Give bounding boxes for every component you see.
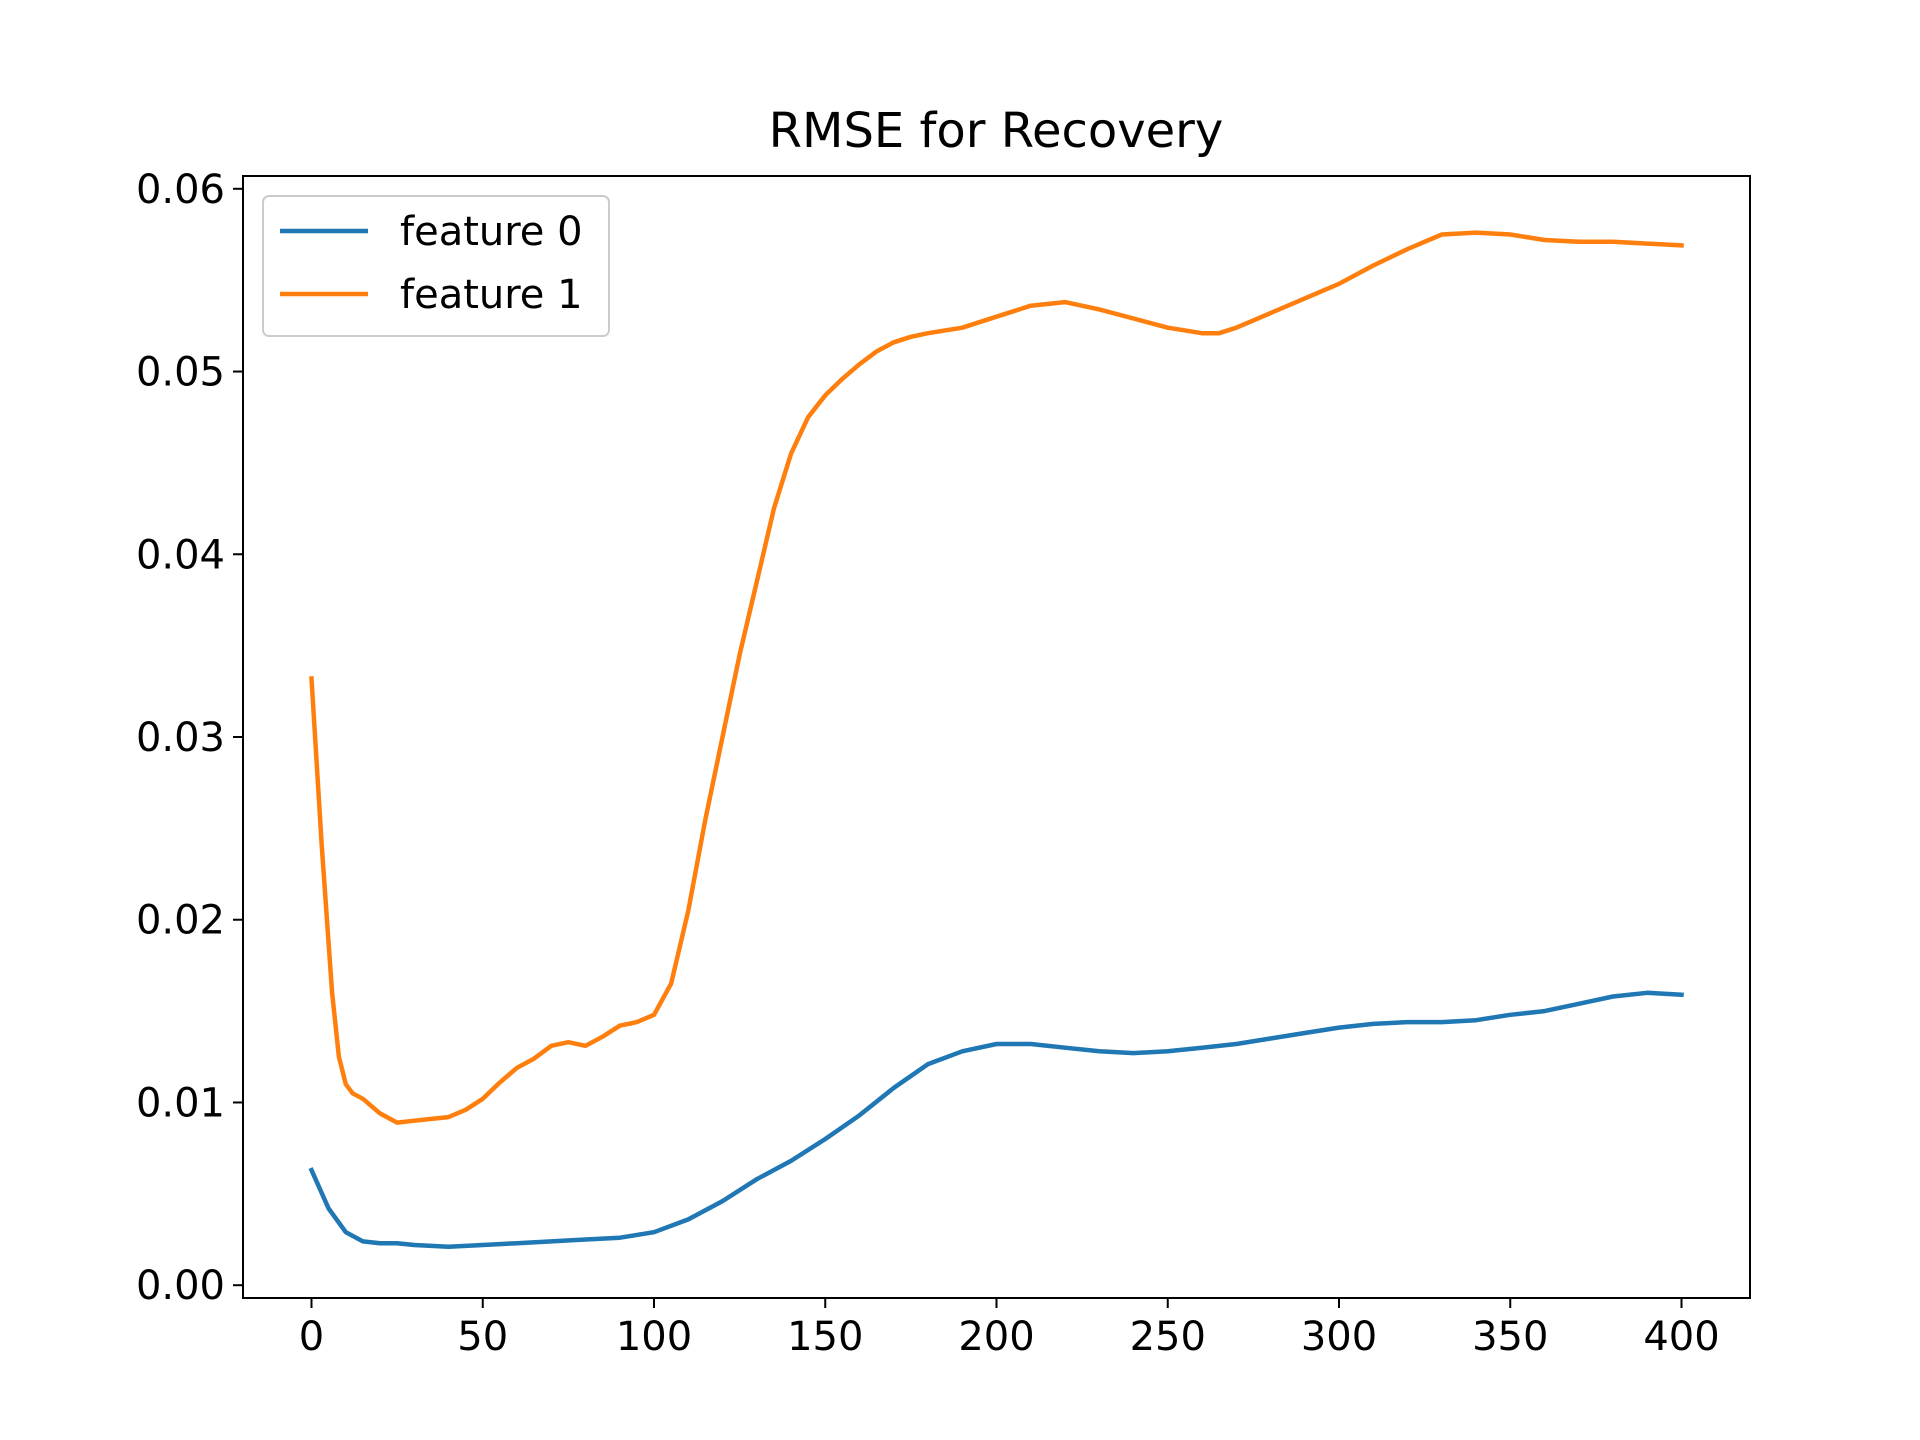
x-tick-label: 0 (299, 1314, 324, 1360)
x-tick-label: 50 (457, 1314, 508, 1360)
x-tick-label: 150 (787, 1314, 863, 1360)
series-line-feature-1 (309, 230, 1684, 1125)
x-tick-label: 400 (1643, 1314, 1719, 1360)
axes-layer: 0 50 100 150 200 250 300 350 400 0.00 0.01 0.02 0.03… (136, 167, 1751, 1360)
series-layer (308, 230, 1684, 1250)
chart-title: RMSE for Recovery (769, 103, 1224, 159)
plot-area (243, 176, 1750, 1298)
y-tick-label: 0.00 (136, 1263, 225, 1309)
x-tick-label: 200 (958, 1314, 1034, 1360)
y-tick-label: 0.06 (136, 167, 225, 213)
x-tick-label: 350 (1472, 1314, 1548, 1360)
y-tick-label: 0.03 (136, 715, 225, 761)
y-tick-label: 0.04 (136, 532, 225, 578)
legend-label: feature 1 (400, 272, 583, 318)
legend: feature 0 feature 1 (262, 195, 610, 337)
series-line-feature-0 (308, 990, 1684, 1250)
x-tick-label: 100 (616, 1314, 692, 1360)
y-tick-label: 0.01 (136, 1080, 225, 1126)
y-tick-label: 0.02 (136, 898, 225, 944)
x-tick-label: 300 (1301, 1314, 1377, 1360)
x-tick-label: 250 (1130, 1314, 1206, 1360)
legend-label: feature 0 (400, 209, 583, 255)
y-tick-label: 0.05 (136, 350, 225, 396)
